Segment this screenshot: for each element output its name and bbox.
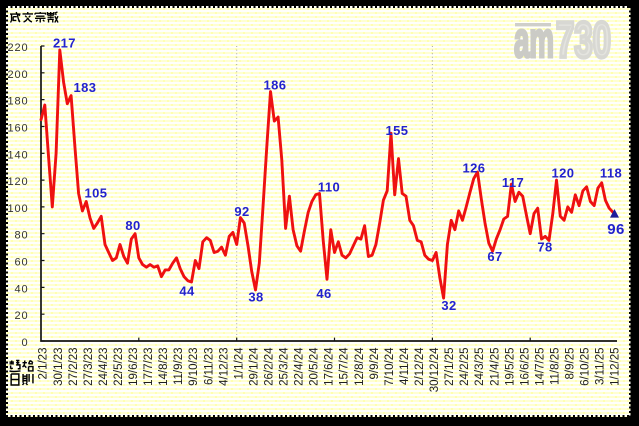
svg-text:80: 80 [125,218,140,233]
svg-text:186: 186 [264,78,287,93]
svg-text:730: 730 [556,12,611,68]
svg-text:180: 180 [7,96,28,108]
svg-text:4/12/23: 4/12/23 [218,348,230,386]
svg-text:217: 217 [53,36,76,51]
svg-text:6/10/25: 6/10/25 [580,348,592,386]
svg-text:44: 44 [179,284,195,299]
svg-text:117: 117 [502,175,524,190]
svg-text:80: 80 [14,230,28,242]
svg-text:21/4/25: 21/4/25 [489,348,501,386]
svg-text:140: 140 [7,149,28,161]
svg-text:15/7/24: 15/7/24 [339,347,351,386]
svg-text:105: 105 [85,186,108,201]
svg-text:1/12/25: 1/12/25 [610,348,622,386]
svg-text:7/10/24: 7/10/24 [384,347,396,386]
svg-text:9/10/23: 9/10/23 [188,348,200,386]
svg-text:11/9/23: 11/9/23 [173,348,185,386]
svg-text:17/6/24: 17/6/24 [324,347,336,386]
svg-text:27/1/25: 27/1/25 [444,348,456,386]
svg-text:am: am [514,12,554,68]
svg-text:220: 220 [7,42,28,54]
svg-text:110: 110 [318,180,340,195]
svg-text:24/3/25: 24/3/25 [474,348,486,386]
svg-text:100: 100 [7,203,28,215]
svg-text:27/2/23: 27/2/23 [68,348,80,386]
svg-text:8/9/25: 8/9/25 [565,348,577,380]
svg-text:4/11/24: 4/11/24 [399,347,411,385]
svg-text:17/7/23: 17/7/23 [143,348,155,386]
svg-text:92: 92 [234,204,249,219]
svg-text:29/1/24: 29/1/24 [248,347,260,386]
svg-text:155: 155 [386,123,409,138]
svg-text:20: 20 [14,310,28,322]
svg-text:14/8/23: 14/8/23 [158,348,170,386]
svg-text:120: 120 [552,166,575,181]
svg-text:16/6/25: 16/6/25 [519,348,531,386]
svg-text:1/1/24: 1/1/24 [233,347,245,380]
svg-text:126: 126 [463,161,486,176]
svg-text:160: 160 [7,123,28,135]
svg-text:96: 96 [607,221,625,238]
svg-text:0: 0 [21,337,28,349]
svg-text:22/4/24: 22/4/24 [294,347,306,386]
svg-text:118: 118 [600,166,622,181]
svg-text:25/3/24: 25/3/24 [279,347,291,386]
svg-text:24/2/25: 24/2/25 [459,348,471,386]
svg-text:46: 46 [316,286,331,301]
svg-text:11/8/25: 11/8/25 [550,348,562,386]
svg-text:19/5/25: 19/5/25 [504,348,516,386]
svg-text:3/11/25: 3/11/25 [595,348,607,386]
svg-text:67: 67 [487,249,502,264]
svg-text:6/11/23: 6/11/23 [203,348,215,386]
svg-text:30/12/24: 30/12/24 [429,347,441,392]
svg-text:22/5/23: 22/5/23 [113,348,125,386]
svg-text:120: 120 [7,176,28,188]
svg-text:183: 183 [74,80,97,95]
svg-text:14/7/25: 14/7/25 [534,348,546,386]
svg-text:2/12/24: 2/12/24 [414,347,426,386]
svg-text:40: 40 [14,283,28,295]
svg-text:2/1/23: 2/1/23 [38,348,50,380]
svg-text:19/6/23: 19/6/23 [128,348,140,386]
svg-text:200: 200 [7,69,28,81]
svg-text:24/4/23: 24/4/23 [98,348,110,386]
svg-text:78: 78 [537,240,552,255]
svg-text:32: 32 [441,298,456,313]
svg-text:26/2/24: 26/2/24 [264,347,276,386]
svg-text:30/1/23: 30/1/23 [53,348,65,386]
svg-text:12/8/24: 12/8/24 [354,347,366,386]
svg-text:60: 60 [14,257,28,269]
svg-text:9/9/24: 9/9/24 [369,347,381,380]
svg-text:27/3/23: 27/3/23 [83,348,95,386]
svg-text:20/5/24: 20/5/24 [309,347,321,386]
svg-text:38: 38 [248,290,263,305]
